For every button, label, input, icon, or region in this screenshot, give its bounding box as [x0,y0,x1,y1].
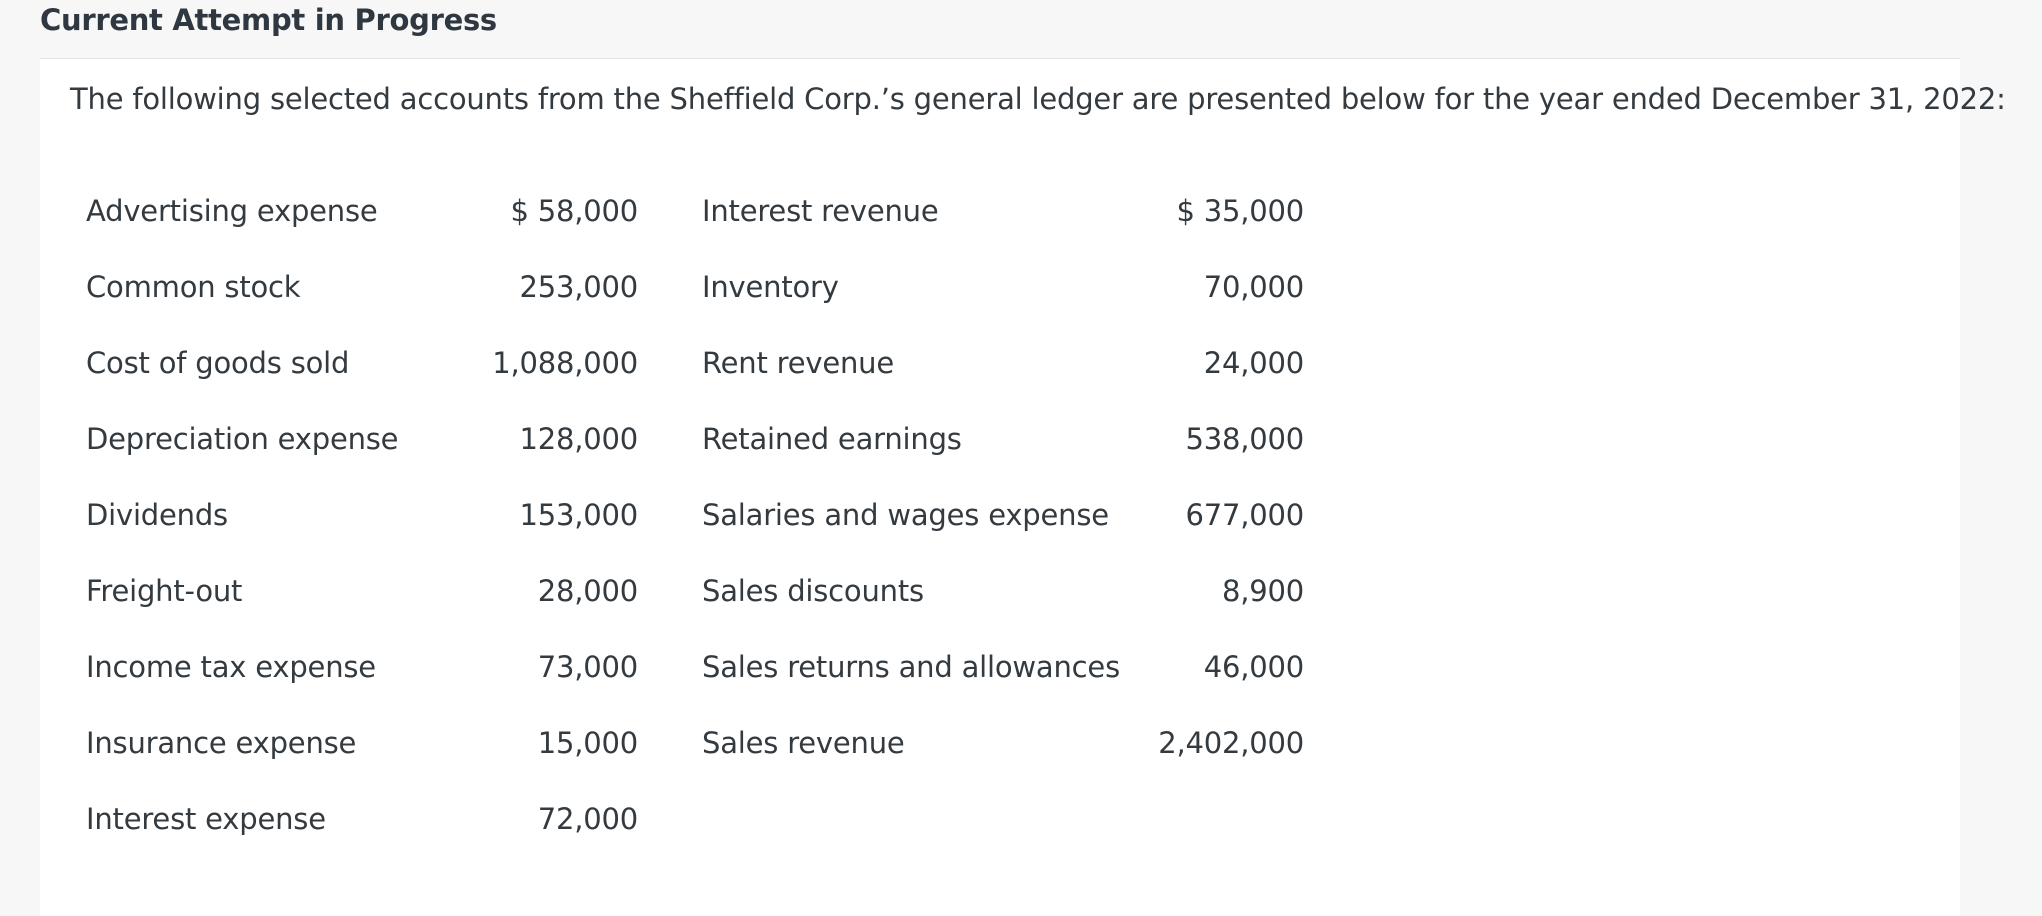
account-amount: $ 35,000 [1176,194,1304,228]
account-name: Insurance expense [86,726,357,760]
account-name: Cost of goods sold [86,346,350,380]
question-panel: The following selected accounts from the… [40,59,2006,916]
column-gap [638,401,702,477]
question-intro: The following selected accounts from the… [70,82,2006,116]
account-amount: $ 58,000 [510,194,638,228]
account-name: Inventory [702,270,839,304]
table-row: Income tax expense 73,000 Sales returns … [86,629,1304,705]
account-name: Sales revenue [702,726,905,760]
account-amount: 2,402,000 [1158,726,1304,760]
column-gap [638,249,702,325]
table-row: Advertising expense $ 58,000 Interest re… [86,173,1304,249]
account-amount: 677,000 [1185,498,1304,532]
column-gap [638,629,702,705]
account-amount: 73,000 [537,650,638,684]
table-row: Depreciation expense 128,000 Retained ea… [86,401,1304,477]
account-name: Advertising expense [86,194,378,228]
account-amount: 72,000 [537,802,638,836]
account-name: Salaries and wages expense [702,498,1109,532]
column-gap [638,705,702,781]
account-amount: 538,000 [1185,422,1304,456]
account-amount: 28,000 [537,574,638,608]
accounts-table: Advertising expense $ 58,000 Interest re… [86,173,1304,857]
account-amount: 15,000 [537,726,638,760]
account-amount: 128,000 [519,422,638,456]
table-row: Dividends 153,000 Salaries and wages exp… [86,477,1304,553]
account-name: Income tax expense [86,650,376,684]
account-amount: 8,900 [1221,574,1304,608]
account-name: Sales discounts [702,574,924,608]
account-amount: 24,000 [1203,346,1304,380]
account-amount [1142,781,1304,857]
account-amount: 253,000 [519,270,638,304]
table-row: Interest expense 72,000 [86,781,1304,857]
account-amount: 153,000 [519,498,638,532]
account-name: Rent revenue [702,346,894,380]
account-name: Interest expense [86,802,326,836]
column-gap [638,325,702,401]
column-gap [638,173,702,249]
account-name: Depreciation expense [86,422,399,456]
table-row: Freight-out 28,000 Sales discounts 8,900 [86,553,1304,629]
column-gap [638,553,702,629]
table-row: Common stock 253,000 Inventory 70,000 [86,249,1304,325]
account-name: Interest revenue [702,194,939,228]
page-header: Current Attempt in Progress [40,0,1960,59]
attempt-title: Current Attempt in Progress [40,3,497,37]
table-row: Insurance expense 15,000 Sales revenue 2… [86,705,1304,781]
account-name: Retained earnings [702,422,962,456]
account-name: Common stock [86,270,301,304]
account-amount: 1,088,000 [492,346,638,380]
account-name: Freight-out [86,574,243,608]
table-row: Cost of goods sold 1,088,000 Rent revenu… [86,325,1304,401]
account-amount: 46,000 [1203,650,1304,684]
account-amount: 70,000 [1203,270,1304,304]
column-gap [638,477,702,553]
column-gap [638,781,702,857]
account-name: Dividends [86,498,228,532]
account-name [702,781,1142,857]
account-name: Sales returns and allowances [702,650,1120,684]
